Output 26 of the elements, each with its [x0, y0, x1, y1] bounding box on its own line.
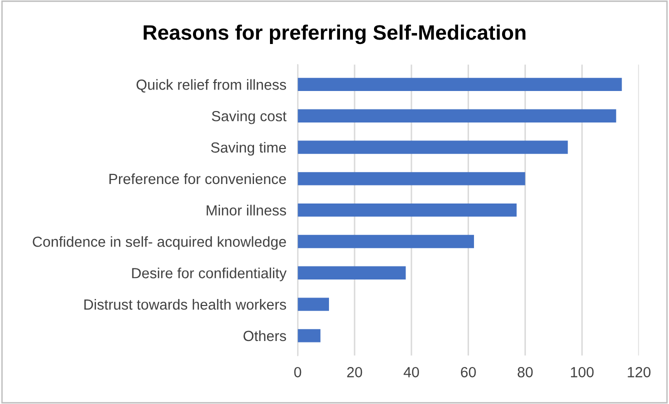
- y-tick-label: Distrust towards health workers: [84, 299, 286, 310]
- x-tick-label: 120: [628, 367, 650, 378]
- bar: [298, 140, 568, 154]
- x-tick-label: 40: [404, 367, 419, 378]
- bar: [298, 203, 517, 217]
- x-tick-label: 20: [347, 367, 362, 378]
- chart-title: Reasons for preferring Self-Medication: [144, 24, 526, 44]
- x-tick-label: 100: [570, 367, 594, 378]
- y-tick-label: Saving cost: [212, 110, 286, 124]
- x-tick-label: 80: [518, 367, 533, 378]
- y-tick-label: Minor illness: [206, 204, 286, 216]
- y-tick-label: Others: [244, 330, 286, 342]
- x-tick-label: 0: [294, 367, 302, 378]
- bar: [298, 298, 329, 311]
- y-tick-label: Desire for confidentiality: [132, 268, 287, 282]
- bar: [298, 109, 616, 122]
- bar: [298, 266, 406, 280]
- bar: [298, 234, 474, 248]
- y-tick-label: Saving time: [211, 142, 286, 156]
- y-tick-label: Confidence in self- acquired knowledge: [32, 236, 286, 250]
- bar: [298, 329, 320, 342]
- bar: [298, 78, 622, 92]
- y-tick-label: Preference for convenience: [109, 173, 286, 184]
- y-tick-label: Quick relief from illness: [136, 79, 286, 92]
- x-tick-label: 60: [460, 367, 476, 378]
- bar: [298, 172, 526, 186]
